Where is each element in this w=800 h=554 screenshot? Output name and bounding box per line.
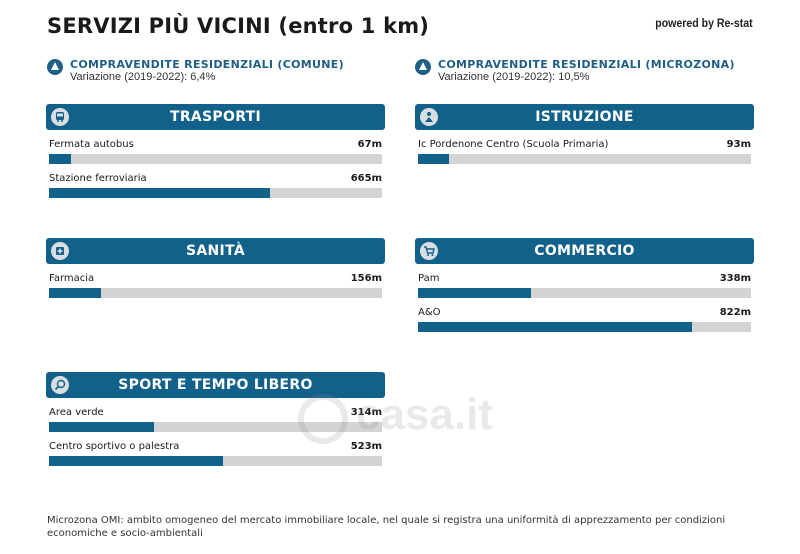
panel-header: COMMERCIO [415,238,754,264]
panel-title: COMMERCIO [534,243,635,259]
list-item: A&O 822m [418,307,751,341]
powered-by-label: powered by Re-stat [655,16,753,30]
panel-commercio: COMMERCIO Pam 338m A&O 822m [415,238,754,341]
distance-bar-fill [418,154,449,164]
item-distance: 665m [350,173,382,184]
item-label: Fermata autobus [49,139,134,150]
tennis-icon [51,376,69,394]
panel-sport: SPORT E TEMPO LIBERO Area verde 314m Cen… [46,372,385,475]
panel-header: TRASPORTI [46,104,385,130]
list-item: Fermata autobus 67m [49,139,382,173]
distance-bar [49,188,382,198]
distance-bar [49,288,382,298]
item-label: Farmacia [49,273,95,284]
distance-bar [418,154,751,164]
footnote: Microzona OMI: ambito omogeneo del merca… [47,515,726,539]
panel-title: TRASPORTI [169,109,262,125]
distance-bar [418,288,751,298]
up-triangle-icon [415,59,431,75]
list-item: Centro sportivo o palestra 523m [49,441,382,475]
cart-icon [420,242,438,260]
panel-title: ISTRUZIONE [535,109,634,125]
distance-bar-fill [49,422,154,432]
item-distance: 93m [726,139,751,150]
trend-heading: COMPRAVENDITE RESIDENZIALI (MICROZONA) [438,58,735,71]
distance-bar-fill [49,456,224,466]
item-label: Area verde [49,407,104,418]
list-item: Pam 338m [418,273,751,307]
school-icon [420,108,438,126]
list-item: Farmacia 156m [49,273,382,307]
panel-sanita: SANITÀ Farmacia 156m [46,238,385,307]
trend-subtitle: Variazione (2019-2022): 10,5% [438,71,590,83]
panel-header: SPORT E TEMPO LIBERO [46,372,385,398]
distance-bar-fill [418,288,531,298]
panel-header: SANITÀ [46,238,385,264]
distance-bar [49,456,382,466]
item-label: A&O [418,307,441,318]
panel-trasporti: TRASPORTI Fermata autobus 67m Stazione f… [46,104,385,207]
hospital-icon [51,242,69,260]
distance-bar-fill [49,188,271,198]
trend-heading: COMPRAVENDITE RESIDENZIALI (COMUNE) [70,58,344,71]
panel-title: SPORT E TEMPO LIBERO [118,377,313,393]
panel-title: SANITÀ [186,243,245,259]
panel-header: ISTRUZIONE [415,104,754,130]
item-label: Ic Pordenone Centro (Scuola Primaria) [418,139,609,150]
distance-bar [418,322,751,332]
item-label: Centro sportivo o palestra [49,441,180,452]
distance-bar [49,154,382,164]
item-label: Stazione ferroviaria [49,173,147,184]
trend-subtitle: Variazione (2019-2022): 6,4% [70,71,216,83]
distance-bar [49,422,382,432]
item-distance: 67m [357,139,382,150]
bus-icon [51,108,69,126]
list-item: Ic Pordenone Centro (Scuola Primaria) 93… [418,139,751,173]
panel-istruzione: ISTRUZIONE Ic Pordenone Centro (Scuola P… [415,104,754,173]
item-distance: 156m [350,273,382,284]
item-label: Pam [418,273,440,284]
page-title: SERVIZI PIÙ VICINI (entro 1 km) [47,14,430,38]
item-distance: 338m [719,273,751,284]
item-distance: 523m [350,441,382,452]
up-triangle-icon [47,59,63,75]
list-item: Area verde 314m [49,407,382,441]
distance-bar-fill [49,154,72,164]
item-distance: 314m [350,407,382,418]
list-item: Stazione ferroviaria 665m [49,173,382,207]
item-distance: 822m [719,307,751,318]
distance-bar-fill [49,288,101,298]
distance-bar-fill [418,322,692,332]
